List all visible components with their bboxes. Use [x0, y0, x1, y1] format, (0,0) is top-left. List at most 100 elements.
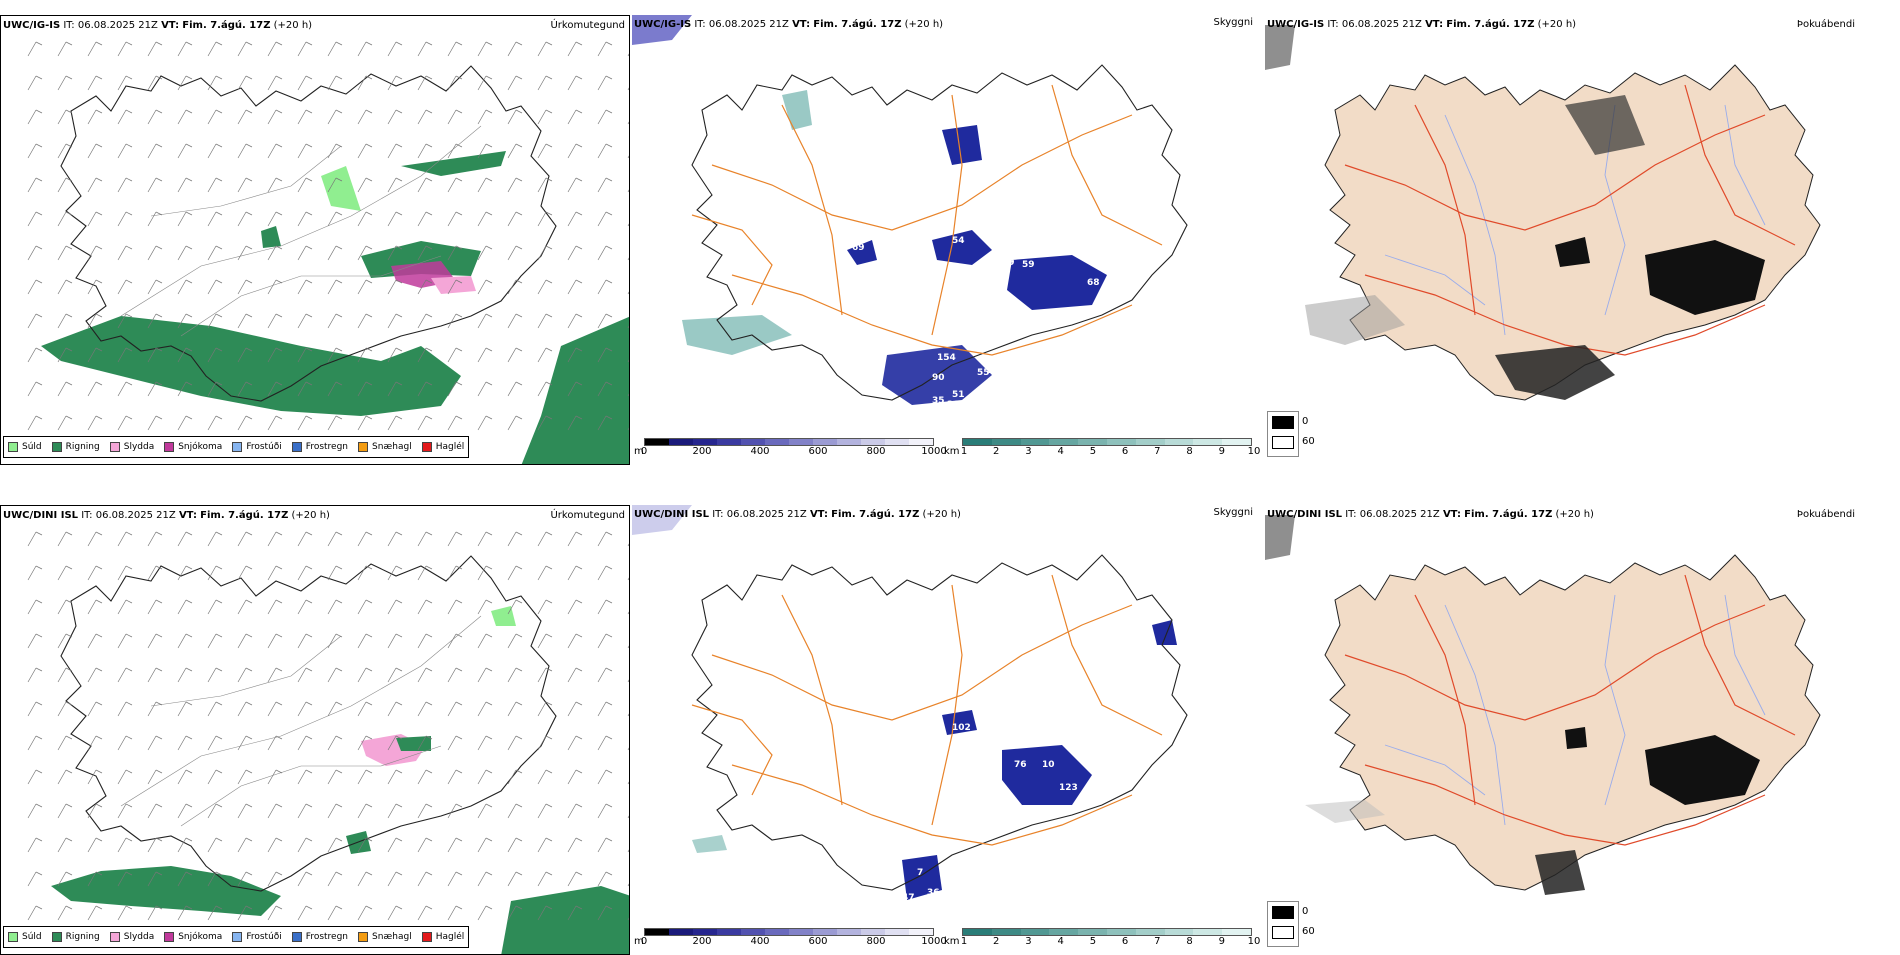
- legend-swatch: [109, 932, 120, 942]
- panel-header: UWC/DINI ISL IT: 06.08.2025 21Z VT: Fim.…: [3, 510, 330, 521]
- panel-title: Þokuábendi: [1796, 19, 1855, 30]
- fog-index-panel[interactable]: UWC/IG-IS IT: 06.08.2025 21Z VT: Fim. 7.…: [1265, 15, 1895, 465]
- fog-index-panel[interactable]: UWC/DINI ISL IT: 06.08.2025 21Z VT: Fim.…: [1265, 505, 1895, 955]
- visibility-label: 16: [1082, 788, 1095, 798]
- it-value: 06.08.2025 21Z: [95, 510, 176, 521]
- panel-title: Úrkomutegund: [550, 510, 625, 521]
- height-tick: 600: [808, 446, 828, 457]
- visibility-label: 58: [1087, 153, 1100, 163]
- visibility-label: 69: [852, 243, 865, 253]
- legend-label: Súld: [22, 442, 42, 452]
- height-colorbar: [644, 928, 934, 936]
- legend-swatch: [421, 442, 432, 452]
- visibility-tick: 3: [1025, 936, 1032, 947]
- height-tick: 1000: [921, 446, 947, 457]
- visibility-label: 59: [1022, 260, 1035, 270]
- height-colorbar: [644, 438, 934, 446]
- legend-swatch: [291, 932, 302, 942]
- legend-label: Snjókoma: [178, 442, 223, 452]
- legend-item-frostregn: Frostregn: [291, 932, 349, 942]
- height-unit: m: [634, 446, 644, 457]
- visibility-label: 36: [927, 888, 940, 898]
- precip-map: [27, 531, 629, 954]
- legend-swatch: [8, 442, 18, 452]
- legend-label: Frostúði: [246, 442, 282, 452]
- precip-legend: Súld Rigning Slydda Snjókoma Frostúði Frostre…: [3, 436, 470, 458]
- legend-swatch: [109, 442, 120, 452]
- legend-item-snjókoma: Snjókoma: [164, 442, 222, 452]
- legend-label: Slydda: [123, 442, 155, 452]
- visibility-tick: 2: [993, 936, 1000, 947]
- visibility-map: 102 76 10 123 16 84 7 36 47: [632, 505, 1188, 903]
- lead-time: (+20 h): [291, 510, 330, 521]
- visibility-panel[interactable]: 102 76 10 123 16 84 7 36 47 UWC/DINI ISL IT: 06.…: [632, 505, 1260, 955]
- legend-item-frostúði: Frostúði: [232, 442, 282, 452]
- fog-map: [1265, 515, 1821, 895]
- precip-type-panel[interactable]: UWC/DINI ISL IT: 06.08.2025 21Z VT: Fim.…: [0, 505, 630, 955]
- it-label: IT:: [81, 510, 93, 521]
- legend-label: Haglél: [435, 932, 465, 942]
- legend-label: Snæhagl: [372, 442, 412, 452]
- it-label: IT:: [63, 20, 75, 31]
- legend-swatch: [8, 932, 18, 942]
- vt-value: Fim. 7.ágú. 17Z: [1464, 509, 1553, 520]
- fog-legend-swatch-light: [1272, 926, 1294, 939]
- it-label: IT:: [1327, 19, 1339, 30]
- it-label: IT:: [694, 19, 706, 30]
- legend-item-rigning: Rigning: [51, 932, 100, 942]
- visibility-tick: 10: [1247, 446, 1261, 457]
- legend-item-snæhagl: Snæhagl: [358, 932, 412, 942]
- lead-time: (+20 h): [273, 20, 313, 31]
- visibility-label: 76: [1014, 760, 1027, 770]
- lead-time: (+20 h): [904, 19, 944, 30]
- visibility-tick: 7: [1154, 936, 1161, 947]
- legend-swatch: [51, 932, 62, 942]
- visibility-tick: 8: [1186, 446, 1193, 457]
- visibility-label: 47: [902, 893, 915, 903]
- legend-swatch: [358, 442, 369, 452]
- legend-swatch: [232, 442, 243, 452]
- panel-header: UWC/IG-IS IT: 06.08.2025 21Z VT: Fim. 7.…: [3, 20, 312, 31]
- visibility-panel[interactable]: 69 54 59 59 68 42 58 16 154 90 51 35 55 53 56 26 UWC/IG…: [632, 15, 1260, 465]
- legend-label: Haglél: [435, 442, 465, 452]
- legend-item-haglél: Haglél: [421, 442, 465, 452]
- fog-legend: 0 60: [1267, 901, 1315, 947]
- fog-legend-label: 60: [1302, 436, 1315, 447]
- visibility-tick: 1: [960, 446, 968, 457]
- panel-title: Skyggni: [1213, 507, 1253, 518]
- visibility-tick: 9: [1218, 446, 1225, 457]
- fog-legend-swatch-dark: [1272, 906, 1294, 919]
- visibility-tick: 4: [1057, 936, 1064, 947]
- legend-label: Frostregn: [305, 932, 349, 942]
- legend-label: Snjókoma: [178, 932, 223, 942]
- visibility-tick: 3: [1025, 446, 1032, 457]
- height-tick: 200: [692, 936, 712, 947]
- visibility-label: 10: [1042, 760, 1055, 770]
- legend-label: Rigning: [65, 932, 100, 942]
- visibility-label: 26: [947, 400, 960, 410]
- panel-header: UWC/IG-IS IT: 06.08.2025 21Z VT: Fim. 7.…: [1267, 19, 1576, 30]
- visibility-label: 90: [932, 373, 945, 383]
- legend-item-slydda: Slydda: [109, 932, 154, 942]
- visibility-label: 102: [952, 723, 971, 733]
- visibility-label: 123: [1059, 783, 1078, 793]
- visibility-tick: 1: [960, 936, 968, 947]
- precip-type-panel[interactable]: UWC/IG-IS IT: 06.08.2025 21Z VT: Fim. 7.…: [0, 15, 630, 465]
- visibility-tick: 10: [1247, 936, 1261, 947]
- it-value: 06.08.2025 21Z: [77, 20, 158, 31]
- it-value: 06.08.2025 21Z: [1359, 509, 1440, 520]
- height-tick: 800: [866, 446, 886, 457]
- height-unit: m: [634, 936, 644, 947]
- visibility-tick: 5: [1089, 446, 1097, 457]
- lead-time: (+20 h): [1555, 509, 1594, 520]
- visibility-label: 68: [1087, 278, 1100, 288]
- fog-legend-label: 0: [1302, 416, 1309, 427]
- visibility-tick: 7: [1154, 446, 1161, 457]
- legend-label: Rigning: [65, 442, 100, 452]
- legend-item-súld: Súld: [8, 442, 42, 452]
- visibility-tick: 9: [1218, 936, 1225, 947]
- it-value: 06.08.2025 21Z: [708, 19, 789, 30]
- lead-time: (+20 h): [1537, 19, 1577, 30]
- legend-item-frostúði: Frostúði: [232, 932, 282, 942]
- it-label: IT:: [712, 509, 724, 520]
